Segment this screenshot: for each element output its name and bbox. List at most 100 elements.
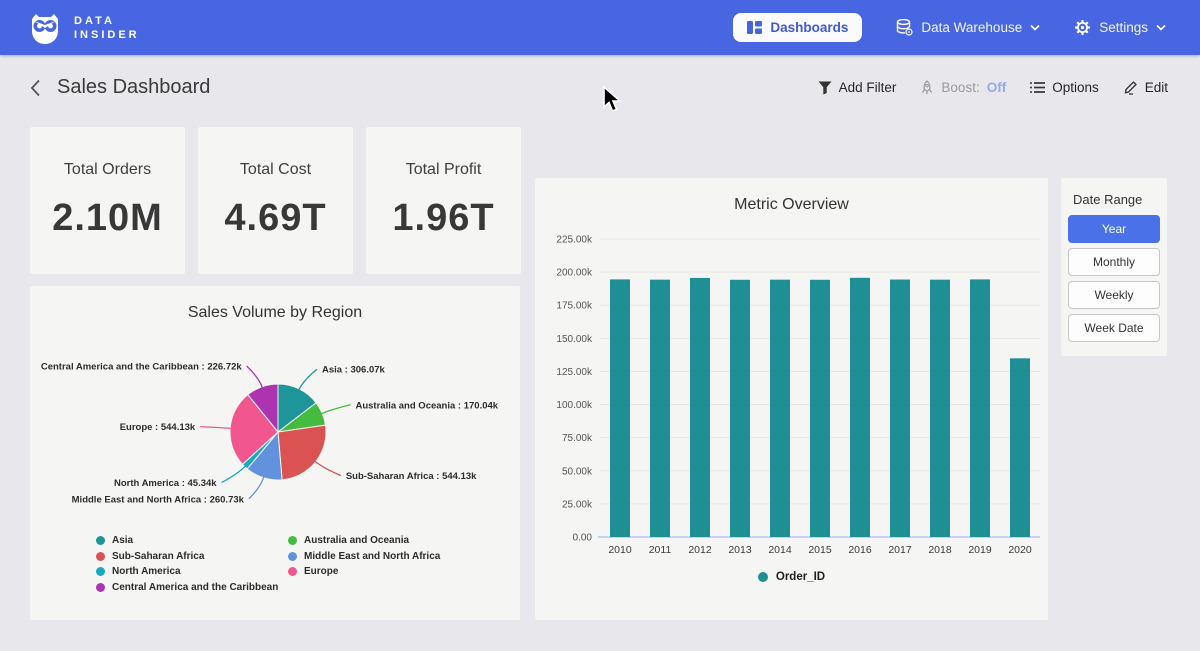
legend-item-sub-saharan-africa[interactable]: Sub-Saharan Africa [96,549,278,565]
bar-2014[interactable] [770,280,790,537]
bar-chart-legend: Order_ID [535,571,1048,583]
header-actions: Add Filter Boost: Off Options [818,55,1168,120]
date-range-panel: Date Range YearMonthlyWeeklyWeek Date [1061,178,1167,356]
kpi-label: Total Orders [64,161,151,179]
legend-dot [96,536,105,545]
legend-item-central-america-and-the-caribbean[interactable]: Central America and the Caribbean [96,580,278,596]
bar-chart: 0.0025.00k50.00k75.00k100.00k125.00k150.… [535,218,1048,563]
pie-label-north-america: North America : 45.34k [114,478,217,489]
legend-label: Australia and Oceania [304,535,409,546]
back-button[interactable] [26,75,45,101]
page-header: Sales Dashboard Add Filter Boost: Off [0,55,1200,120]
date-range-option-monthly[interactable]: Monthly [1068,248,1160,276]
pie-chart-title: Sales Volume by Region [30,304,520,322]
chevron-left-icon [30,79,41,97]
bar-2011[interactable] [650,280,670,537]
pie-slice-sub-saharan-africa[interactable] [278,425,326,480]
date-range-option-year[interactable]: Year [1068,215,1160,243]
pie-label-europe: Europe : 544.13k [120,422,196,433]
date-range-option-weekly[interactable]: Weekly [1068,281,1160,309]
x-tick-2011: 2011 [649,544,672,556]
page-title: Sales Dashboard [57,76,210,99]
add-filter-label: Add Filter [839,80,897,95]
legend-dot [96,552,105,561]
kpi-card-total-profit: Total Profit 1.96T [366,127,521,274]
bar-2017[interactable] [890,280,910,537]
legend-item-australia-and-oceania[interactable]: Australia and Oceania [288,533,440,549]
chevron-down-icon [1156,24,1166,31]
kpi-card-total-cost: Total Cost 4.69T [198,127,353,274]
bar-2018[interactable] [930,280,950,537]
legend-label: Sub-Saharan Africa [112,551,204,562]
options-button[interactable]: Options [1030,80,1099,95]
x-tick-2018: 2018 [928,544,952,556]
bar-2016[interactable] [850,278,870,537]
bar-2015[interactable] [810,280,830,537]
brand-logo[interactable]: DATA INSIDER [26,9,140,47]
kpi-value: 1.96T [392,197,494,240]
legend-item-europe[interactable]: Europe [288,564,440,580]
svg-text:200.00k: 200.00k [556,268,593,279]
bar-2019[interactable] [970,279,990,537]
legend-column: Asia Sub-Saharan Africa North America Centr… [96,533,278,595]
gear-icon [1074,19,1091,36]
svg-text:75.00k: 75.00k [562,433,593,444]
edit-label: Edit [1145,80,1168,95]
boost-value: Off [987,80,1007,95]
svg-text:25.00k: 25.00k [562,499,593,510]
pie-label-asia: Asia : 306.07k [322,365,386,376]
x-tick-2016: 2016 [848,544,872,556]
pie-label-australia-and-oceania: Australia and Oceania : 170.04k [355,400,498,411]
dashboards-button[interactable]: Dashboards [733,13,862,42]
boost-label: Boost: [941,80,979,95]
database-icon [896,19,913,36]
legend-label: Central America and the Caribbean [112,582,278,593]
top-navbar: DATA INSIDER Dashboards [0,0,1200,55]
x-tick-2020: 2020 [1008,544,1032,556]
edit-button[interactable]: Edit [1123,80,1168,95]
kpi-value: 4.69T [224,197,326,240]
svg-text:0.00: 0.00 [573,533,593,544]
legend-item-middle-east-and-north-africa[interactable]: Middle East and North Africa [288,549,440,565]
x-tick-2019: 2019 [968,544,992,556]
legend-column: Australia and Oceania Middle East and Nor… [288,533,440,580]
options-label: Options [1052,80,1099,95]
legend-item-north-america[interactable]: North America [96,564,278,580]
data-warehouse-label: Data Warehouse [921,20,1022,35]
pie-label-sub-saharan-africa: Sub-Saharan Africa : 544.13k [346,471,477,482]
pie-label-central-america-and-the-caribbean: Central America and the Caribbean : 226.… [41,361,243,372]
bar-2010[interactable] [610,279,630,537]
x-tick-2014: 2014 [768,544,792,556]
legend-label: Asia [112,535,133,546]
svg-text:225.00k: 225.00k [556,235,593,246]
legend-label: North America [112,566,181,577]
list-icon [1030,81,1045,94]
data-warehouse-menu[interactable]: Data Warehouse [896,19,1040,36]
owl-logo-icon [26,9,64,47]
dashboards-icon [747,21,762,35]
svg-text:50.00k: 50.00k [562,466,593,477]
date-range-option-week-date[interactable]: Week Date [1068,314,1160,342]
rocket-icon [920,80,934,95]
pencil-icon [1123,80,1138,95]
settings-label: Settings [1099,20,1148,35]
boost-toggle[interactable]: Boost: Off [920,80,1006,95]
kpi-label: Total Profit [406,161,482,179]
add-filter-button[interactable]: Add Filter [818,80,897,95]
kpi-label: Total Cost [240,161,311,179]
filter-icon [818,81,832,95]
settings-menu[interactable]: Settings [1074,19,1166,36]
date-range-options: Year Monthly Weekly Week Date [1061,215,1167,342]
x-tick-2010: 2010 [608,544,632,556]
legend-dot [288,536,297,545]
x-tick-2013: 2013 [728,544,752,556]
x-tick-2015: 2015 [808,544,832,556]
bar-2012[interactable] [690,278,710,537]
bar-2020[interactable] [1010,358,1030,537]
bar-2013[interactable] [730,280,750,537]
legend-dot [288,567,297,576]
legend-dot [96,583,105,592]
legend-item-asia[interactable]: Asia [96,533,278,549]
kpi-card-total-orders: Total Orders 2.10M [30,127,185,274]
svg-text:175.00k: 175.00k [556,301,593,312]
